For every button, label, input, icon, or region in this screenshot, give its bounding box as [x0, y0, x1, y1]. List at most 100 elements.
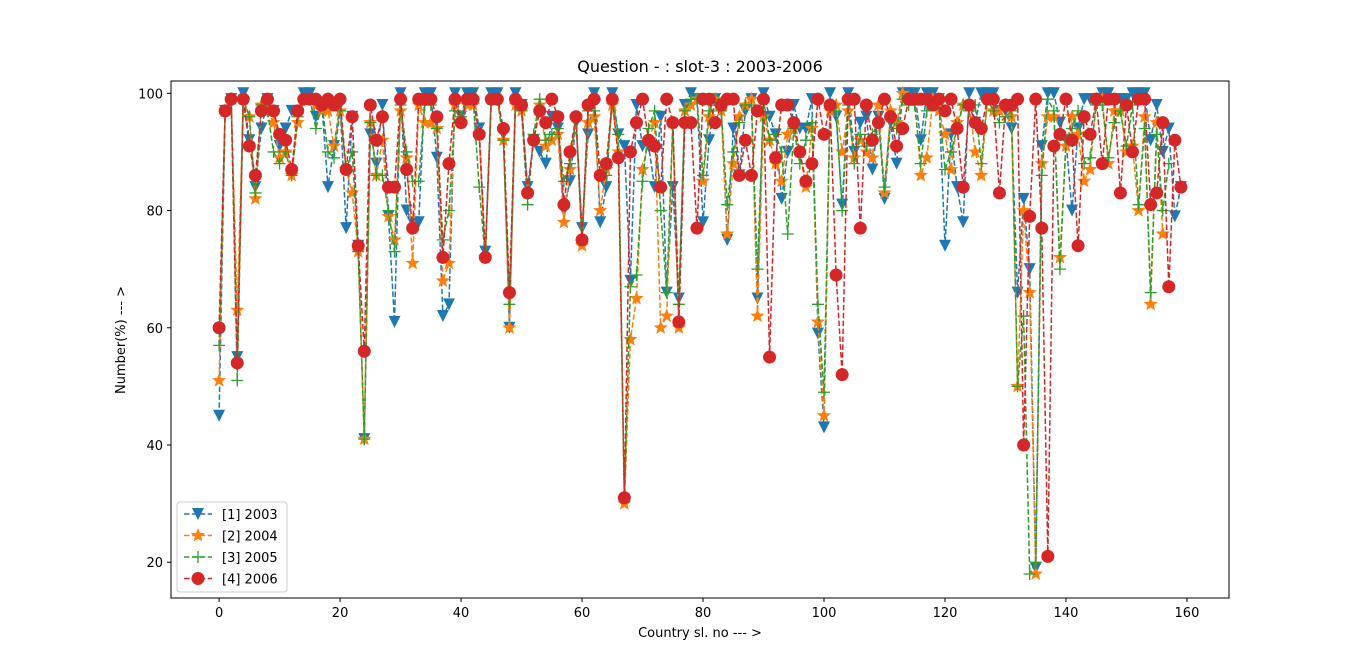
- data-point: [654, 180, 668, 194]
- data-point: [192, 508, 204, 520]
- data-point: [424, 92, 438, 106]
- data-point: [231, 374, 244, 387]
- data-point: [623, 332, 638, 346]
- data-point: [557, 175, 570, 188]
- data-point: [533, 104, 547, 118]
- data-point: [1035, 169, 1048, 182]
- data-point: [436, 310, 449, 323]
- data-point: [733, 116, 746, 129]
- data-point: [593, 203, 608, 217]
- data-point: [213, 339, 226, 352]
- data-point: [963, 87, 976, 100]
- data-point: [780, 126, 795, 141]
- data-point: [212, 321, 226, 335]
- data-point: [1034, 156, 1049, 170]
- data-point: [1041, 93, 1054, 106]
- legend-item: [3] 2005: [184, 551, 278, 566]
- data-point: [249, 186, 262, 199]
- data-point: [666, 181, 679, 194]
- data-point: [448, 92, 462, 106]
- data-point: [890, 157, 903, 170]
- data-point: [345, 110, 359, 124]
- data-point: [805, 157, 819, 171]
- data-point: [521, 186, 535, 200]
- data-point: [1071, 239, 1085, 253]
- data-point: [1029, 556, 1042, 569]
- data-point: [569, 110, 583, 124]
- series-layer: [211, 85, 1188, 581]
- data-point: [363, 98, 377, 112]
- data-point: [865, 133, 879, 147]
- data-point: [871, 97, 886, 112]
- data-point: [878, 181, 891, 194]
- data-point: [763, 350, 777, 364]
- data-point: [919, 150, 934, 164]
- data-point: [192, 551, 204, 563]
- data-point: [818, 421, 831, 434]
- data-point: [279, 145, 292, 158]
- data-point: [1113, 186, 1127, 200]
- data-point: [224, 92, 238, 106]
- x-tick-label: 0: [215, 606, 223, 621]
- data-point: [539, 134, 552, 147]
- data-point: [945, 145, 958, 158]
- x-tick-label: 40: [453, 606, 470, 621]
- legend: [1] 2003 [2] 2004 [3] 2005 [4] 2006: [176, 501, 288, 593]
- data-point: [388, 245, 401, 258]
- data-point: [539, 157, 552, 170]
- data-point: [527, 133, 541, 147]
- data-point: [267, 145, 280, 158]
- data-point: [587, 92, 601, 106]
- data-point: [1041, 549, 1055, 563]
- data-point: [291, 104, 305, 118]
- data-point: [394, 92, 408, 106]
- data-point: [847, 150, 862, 164]
- data-point: [326, 138, 342, 153]
- x-tick-label: 80: [695, 606, 712, 621]
- data-point: [369, 133, 383, 147]
- data-point: [375, 110, 389, 124]
- data-point: [781, 98, 795, 112]
- data-point: [949, 115, 965, 129]
- y-axis-label: Number(%) --- >: [114, 286, 129, 394]
- data-point: [266, 115, 281, 129]
- data-point: [333, 92, 347, 106]
- data-point: [539, 116, 553, 130]
- data-point: [388, 180, 402, 194]
- data-point: [430, 151, 443, 164]
- data-point: [1095, 157, 1109, 171]
- data-point: [666, 116, 680, 130]
- data-point: [412, 216, 425, 229]
- data-point: [811, 327, 824, 340]
- data-point: [605, 92, 619, 106]
- data-point: [678, 104, 691, 117]
- data-point: [400, 163, 414, 177]
- data-point: [454, 116, 468, 130]
- data-point: [720, 226, 735, 241]
- data-point: [884, 110, 898, 124]
- data-point: [442, 298, 455, 311]
- data-point: [1023, 209, 1037, 223]
- data-point: [1174, 180, 1188, 194]
- data-point: [502, 286, 516, 300]
- x-tick-label: 120: [933, 606, 958, 621]
- data-point: [769, 128, 782, 141]
- data-point: [1089, 92, 1103, 106]
- data-point: [242, 139, 256, 153]
- data-point: [950, 121, 964, 135]
- x-tick-label: 100: [812, 606, 837, 621]
- data-point: [213, 409, 226, 422]
- data-point: [1065, 133, 1079, 147]
- data-point: [793, 157, 806, 170]
- data-point: [799, 122, 812, 135]
- data-point: [358, 433, 371, 446]
- y-tick-label: 100: [138, 87, 163, 102]
- data-point: [750, 308, 765, 323]
- data-point: [267, 104, 281, 118]
- data-point: [473, 181, 486, 194]
- legend-label: [1] 2003: [222, 508, 278, 523]
- data-point: [816, 408, 832, 422]
- data-point: [635, 162, 650, 176]
- data-point: [799, 134, 812, 147]
- data-point: [835, 144, 850, 158]
